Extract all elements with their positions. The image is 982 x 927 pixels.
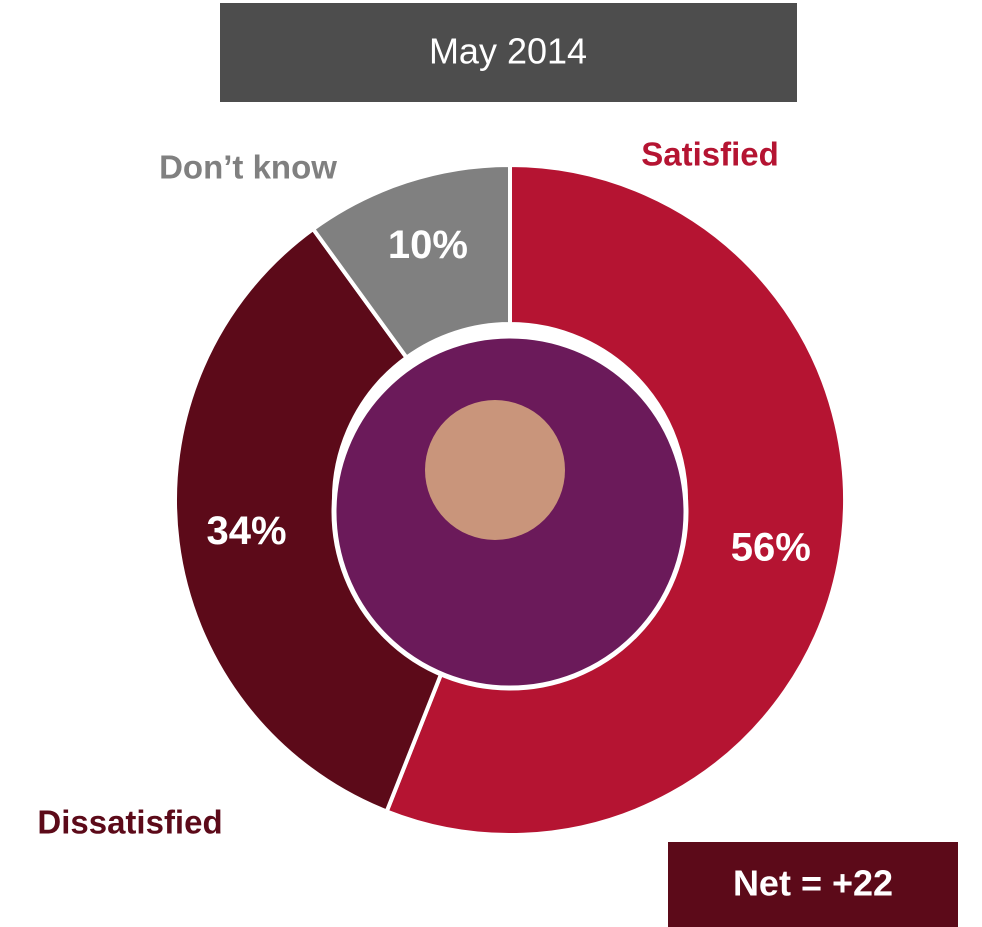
category-label: Satisfied [641,136,779,173]
photo-face [425,400,565,540]
value-label: 56% [731,525,811,569]
donut-segment [310,162,512,361]
donut-segment [384,162,847,837]
chart-title: May 2014 [429,31,587,72]
annotation: Net = +22 [733,863,893,904]
category-label: Don’t know [159,149,337,186]
value-label: 34% [207,509,287,553]
category-label: Dissatisfied [37,804,222,841]
net-box [668,842,958,927]
title-box [220,3,797,102]
value-label: 10% [388,223,468,267]
donut [173,162,847,837]
